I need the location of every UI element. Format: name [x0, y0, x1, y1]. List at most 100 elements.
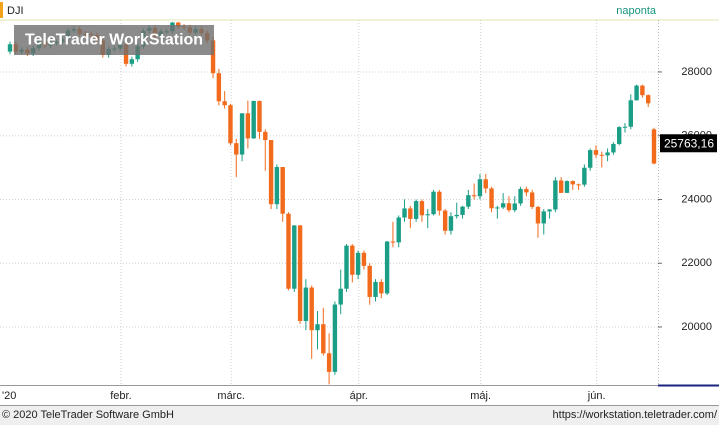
candle-body	[489, 188, 494, 209]
candle-body	[228, 105, 233, 144]
candle-body	[367, 265, 372, 297]
candle-body	[332, 304, 338, 372]
candle-body	[454, 214, 459, 217]
y-tick-label: 22000	[681, 257, 712, 269]
y-tick-label: 24000	[681, 193, 712, 205]
candle-body	[286, 213, 291, 289]
candle-body	[541, 211, 546, 224]
y-tick-label: 28000	[681, 66, 712, 78]
watermark-box	[14, 25, 214, 55]
candle-body	[640, 85, 645, 96]
candle-body	[402, 208, 407, 218]
candle-body	[599, 154, 604, 156]
candle-body	[628, 100, 633, 127]
candle-body	[408, 208, 413, 219]
candle-body	[448, 216, 454, 231]
candle-body	[379, 281, 384, 294]
candle-body	[257, 100, 262, 132]
series-marker	[0, 2, 3, 18]
candle-body	[245, 113, 251, 139]
candle-body	[234, 143, 239, 155]
candle-body	[292, 225, 297, 289]
candle-body	[321, 324, 326, 354]
candle-body	[268, 140, 274, 205]
candle-body	[437, 191, 442, 211]
candle-body	[605, 152, 610, 156]
copyright: © 2020 TeleTrader Software GmbH	[2, 409, 174, 421]
candle-body	[419, 201, 425, 216]
candle-body	[297, 225, 303, 321]
x-tick-label: máj.	[470, 390, 491, 402]
candle-body	[326, 353, 332, 372]
candle-body	[442, 210, 448, 231]
candle-body	[425, 214, 430, 216]
candle-body	[413, 201, 419, 219]
url: https://workstation.teletrader.com/	[553, 409, 718, 421]
candle-body	[645, 95, 651, 104]
candle-body	[315, 324, 320, 331]
candle-body	[518, 188, 523, 204]
x-tick-label: '20	[2, 390, 16, 402]
candle-body	[593, 150, 599, 155]
candle-body	[7, 44, 13, 52]
candle-body	[390, 241, 396, 243]
candle-body	[216, 73, 222, 102]
candle-body	[512, 203, 517, 211]
interval: naponta	[616, 5, 657, 17]
candle-body	[350, 245, 355, 275]
x-tick-label: jún.	[587, 390, 606, 402]
watermark: TeleTrader WorkStation	[25, 32, 203, 49]
candle-body	[361, 252, 367, 266]
candle-body	[263, 131, 268, 141]
candle-body	[471, 195, 477, 197]
candle-body	[611, 143, 616, 153]
candle-body	[338, 288, 343, 305]
candle-body	[373, 281, 378, 297]
y-tick-label: 20000	[681, 321, 712, 333]
last-value-label: 25763,16	[664, 136, 714, 150]
candle-body	[176, 22, 181, 27]
candle-body	[460, 206, 465, 215]
candle-body	[500, 203, 506, 208]
candle-body	[344, 245, 349, 289]
candle-body	[495, 207, 500, 209]
candle-body	[564, 181, 570, 193]
candle-body	[651, 129, 657, 164]
candle-body	[524, 188, 529, 193]
candle-body	[587, 150, 593, 168]
candle-body	[251, 100, 256, 139]
candle-body	[355, 252, 361, 275]
candle-body	[483, 179, 488, 189]
chart-title: DJI	[7, 5, 24, 17]
candle-body	[280, 167, 285, 214]
candle-body	[558, 180, 564, 193]
candle-body	[529, 192, 535, 207]
candle-body	[384, 241, 390, 294]
candle-body	[309, 287, 314, 331]
x-tick-label: ápr.	[350, 390, 368, 402]
candle-body	[303, 287, 309, 321]
candle-body	[570, 181, 575, 185]
candle-body	[616, 127, 622, 144]
candle-body	[553, 180, 558, 210]
candle-body	[129, 59, 135, 64]
plot: 2000022000240002600028000'20febr.márc.áp…	[0, 20, 717, 402]
candle-body	[431, 191, 436, 215]
candle-body	[239, 113, 245, 155]
x-tick-label: febr.	[110, 390, 131, 402]
candle-body	[222, 101, 227, 106]
candle-body	[466, 195, 471, 207]
candle-body	[210, 40, 216, 74]
candle-body	[622, 126, 628, 128]
candle-body	[582, 167, 587, 185]
candle-body	[634, 85, 639, 101]
candle-body	[396, 217, 401, 243]
last-value-box	[660, 134, 717, 153]
candle-body	[477, 179, 483, 197]
candle-body	[274, 167, 280, 205]
x-tick-label: márc.	[217, 390, 245, 402]
candle-body	[576, 184, 581, 186]
candle-body	[506, 203, 512, 211]
